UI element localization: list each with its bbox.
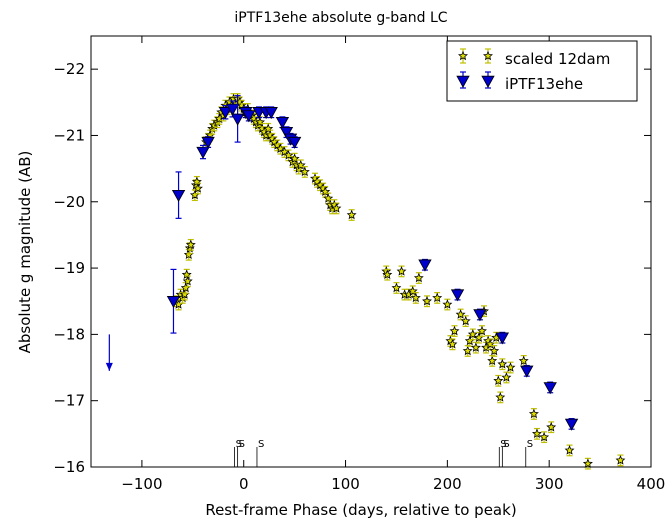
scaled-12dam-point bbox=[432, 292, 443, 303]
scaled-12dam-point bbox=[442, 299, 453, 309]
scaled-12dam-point bbox=[413, 272, 424, 283]
scaled-12dam-point bbox=[449, 325, 460, 336]
scaled-12dam-point bbox=[532, 428, 542, 439]
scaled-12dam-point bbox=[180, 282, 191, 293]
scaled-12dam-point bbox=[422, 295, 432, 306]
y-tick-label: −16 bbox=[53, 458, 85, 476]
spectrum-epoch-label: S bbox=[527, 439, 533, 450]
scaled-12dam-point bbox=[407, 286, 418, 296]
iptf13ehe-point bbox=[218, 107, 233, 120]
iptf13ehe-point bbox=[201, 136, 215, 149]
iptf13ehe-point bbox=[520, 365, 534, 378]
iptf13ehe-point bbox=[171, 189, 186, 202]
spectrum-epoch-label: S bbox=[503, 439, 509, 450]
iptf13ehe-point bbox=[473, 309, 487, 322]
scaled-12dam-point bbox=[467, 329, 478, 339]
scaled-12dam-point bbox=[410, 292, 421, 303]
scaled-12dam-point bbox=[477, 325, 487, 336]
legend: scaled 12dam iPTF13ehe bbox=[446, 40, 638, 102]
spectrum-epoch-label: S bbox=[258, 439, 264, 450]
scaled-12dam-point bbox=[539, 431, 550, 442]
scaled-12dam-point bbox=[396, 266, 407, 276]
x-tick-label: 100 bbox=[331, 475, 360, 493]
iptf13ehe-point bbox=[264, 107, 278, 120]
scaled-12dam-point bbox=[470, 342, 481, 352]
y-tick-label: −17 bbox=[53, 392, 85, 410]
scaled-12dam-point bbox=[487, 355, 498, 366]
chart-title: iPTF13ehe absolute g-band LC bbox=[234, 10, 447, 26]
scaled-12dam-point bbox=[518, 355, 529, 366]
scaled-12dam-point bbox=[382, 269, 393, 279]
scaled-12dam-point bbox=[182, 276, 193, 286]
scaled-12dam-point bbox=[460, 315, 471, 326]
spectrum-epoch-label: S bbox=[236, 439, 242, 450]
plot-area: −100 0 100 200 300 400 −16 −17 −18 −19 −20 −21 −22 S S… bbox=[53, 35, 666, 493]
legend-triangle bbox=[456, 75, 470, 88]
iptf13ehe-point bbox=[543, 382, 557, 395]
plot-frame bbox=[90, 35, 652, 468]
x-tick-label: 400 bbox=[637, 475, 666, 493]
scaled-12dam-point bbox=[295, 160, 306, 170]
x-tick-label: −100 bbox=[121, 475, 162, 493]
legend-marker-iptf13ehe bbox=[456, 71, 495, 89]
scaled-12dam-point bbox=[462, 345, 473, 356]
legend-marker-scaled-12dam bbox=[458, 48, 493, 64]
legend-box bbox=[446, 40, 638, 102]
scaled-12dam-point bbox=[564, 445, 575, 455]
iptf13ehe-point bbox=[495, 332, 510, 345]
y-tick-label: −21 bbox=[53, 126, 85, 144]
iptf13ehe-point bbox=[166, 296, 181, 309]
scaled-12dam-point bbox=[183, 249, 194, 260]
scaled-12dam-point bbox=[493, 375, 504, 386]
x-tick-label: 300 bbox=[535, 475, 564, 493]
y-tick-label: −22 bbox=[53, 60, 85, 78]
scaled-12dam-point bbox=[582, 458, 593, 468]
scaled-12dam-point bbox=[455, 309, 466, 319]
iptf13ehe-point bbox=[242, 110, 256, 123]
x-tick-label: 0 bbox=[239, 475, 249, 493]
legend-star bbox=[458, 50, 468, 61]
scaled-12dam-point bbox=[615, 455, 626, 465]
scaled-12dam-point bbox=[497, 358, 508, 369]
legend-triangle bbox=[481, 75, 495, 88]
scaled-12dam-point bbox=[495, 392, 506, 402]
legend-label-iptf13ehe: iPTF13ehe bbox=[505, 75, 583, 93]
x-tick-label: 200 bbox=[433, 475, 462, 493]
iptf13ehe-point bbox=[279, 126, 294, 139]
scaled-12dam-point bbox=[346, 209, 357, 220]
y-tick-label: −19 bbox=[53, 259, 85, 277]
iptf13ehe-point bbox=[564, 418, 579, 431]
scaled-12dam-point bbox=[489, 345, 500, 356]
legend-star bbox=[483, 50, 493, 61]
scaled-12dam-point bbox=[181, 269, 192, 279]
iptf13ehe-point bbox=[275, 117, 290, 130]
iptf13ehe-point bbox=[230, 113, 245, 126]
iptf13ehe-point bbox=[418, 259, 432, 272]
scaled-12dam-point bbox=[546, 421, 557, 432]
scaled-12dam-point bbox=[501, 372, 512, 382]
legend-label-scaled-12dam: scaled 12dam bbox=[505, 50, 610, 68]
scaled-12dam-point bbox=[447, 339, 458, 349]
scaled-12dam-point bbox=[192, 183, 203, 193]
scaled-12dam-point bbox=[331, 203, 342, 213]
upper-limit-arrowhead bbox=[105, 362, 113, 371]
scaled-12dam-point bbox=[528, 408, 539, 419]
scaled-12dam-point bbox=[505, 362, 516, 372]
spectrum-epoch-label: S bbox=[500, 439, 506, 450]
x-axis-label: Rest-frame Phase (days, relative to peak… bbox=[205, 501, 516, 519]
scaled-12dam-point bbox=[185, 239, 196, 250]
spectrum-epoch-label: S bbox=[239, 439, 245, 450]
y-tick-label: −20 bbox=[53, 193, 85, 211]
scaled-12dam-point bbox=[391, 282, 402, 293]
scaled-12dam-point bbox=[299, 166, 310, 177]
y-tick-label: −18 bbox=[53, 325, 85, 343]
y-axis-label: Absolute g magnitude (AB) bbox=[16, 151, 34, 354]
iptf13ehe-point bbox=[225, 103, 240, 116]
iptf13ehe-point bbox=[287, 136, 302, 149]
iptf13ehe-point bbox=[196, 146, 210, 159]
iptf13ehe-point bbox=[450, 289, 465, 302]
